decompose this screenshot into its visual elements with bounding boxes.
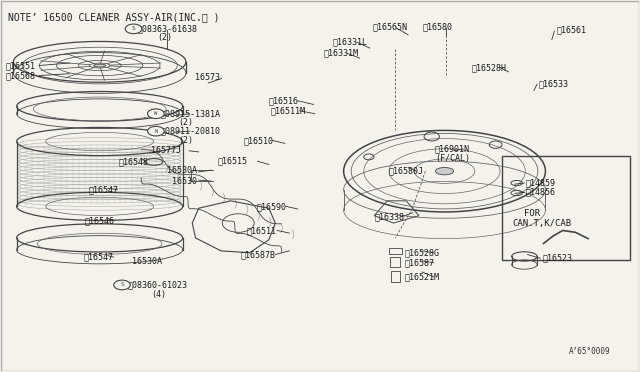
Text: ※16521M: ※16521M xyxy=(405,272,440,281)
Text: FOR: FOR xyxy=(524,209,541,218)
Ellipse shape xyxy=(93,64,106,67)
Text: CAN.T,K/CAB: CAN.T,K/CAB xyxy=(513,219,572,228)
Text: 16530A: 16530A xyxy=(167,166,196,174)
Text: ※16547: ※16547 xyxy=(84,253,114,262)
Circle shape xyxy=(114,280,131,290)
Text: (2): (2) xyxy=(157,33,172,42)
Text: 16530: 16530 xyxy=(172,177,197,186)
Text: ※16533: ※16533 xyxy=(538,80,568,89)
Text: ※16568: ※16568 xyxy=(5,72,35,81)
Text: ※16551: ※16551 xyxy=(5,61,35,70)
Text: (F/CAL): (F/CAL) xyxy=(435,154,470,163)
Text: ※16590: ※16590 xyxy=(256,202,286,211)
Bar xyxy=(391,271,400,282)
Ellipse shape xyxy=(435,167,454,175)
Text: (2): (2) xyxy=(178,119,193,128)
Text: NOTE’ 16500 CLEANER ASSY-AIR(INC.※ ): NOTE’ 16500 CLEANER ASSY-AIR(INC.※ ) xyxy=(8,12,220,22)
Text: ※16546: ※16546 xyxy=(85,216,115,225)
Text: ※14856: ※14856 xyxy=(525,188,556,197)
Text: 16573: 16573 xyxy=(195,73,220,82)
Text: ※16515: ※16515 xyxy=(218,157,248,166)
Circle shape xyxy=(148,109,164,119)
Text: ※14859: ※14859 xyxy=(525,179,556,187)
Text: ※16331L: ※16331L xyxy=(333,37,368,46)
Text: ※16523: ※16523 xyxy=(542,254,572,263)
Text: ※16338: ※16338 xyxy=(374,212,404,221)
Text: ※16331M: ※16331M xyxy=(323,49,358,58)
Text: ※16565N: ※16565N xyxy=(372,22,408,31)
Circle shape xyxy=(125,24,142,34)
Text: Ⓚ08911-20810: Ⓚ08911-20810 xyxy=(161,126,220,136)
Text: Ⓝ08363-61638: Ⓝ08363-61638 xyxy=(138,24,198,33)
Text: ※16580J: ※16580J xyxy=(389,167,424,176)
Text: S: S xyxy=(132,26,136,31)
Text: ※16511M: ※16511M xyxy=(270,106,305,115)
Text: ※16561: ※16561 xyxy=(556,26,586,35)
Text: ※16587: ※16587 xyxy=(405,258,435,267)
Text: ※16510: ※16510 xyxy=(243,136,273,145)
Text: (2): (2) xyxy=(178,136,193,145)
Circle shape xyxy=(148,126,164,136)
Text: Ⓝ08360-61023: Ⓝ08360-61023 xyxy=(127,281,187,290)
Text: ※16548: ※16548 xyxy=(119,157,149,166)
Text: W: W xyxy=(154,111,157,116)
Text: ※16587B: ※16587B xyxy=(241,250,276,259)
Text: ※16901N: ※16901N xyxy=(435,144,470,153)
Text: A’65°0009: A’65°0009 xyxy=(569,346,611,356)
Text: ※16580: ※16580 xyxy=(422,22,452,31)
Text: 16530A: 16530A xyxy=(132,257,162,266)
Text: ※16528G: ※16528G xyxy=(405,248,440,257)
Text: ※16516: ※16516 xyxy=(269,96,299,105)
Text: ※16511: ※16511 xyxy=(246,226,276,235)
Bar xyxy=(389,248,402,254)
Text: 16577J: 16577J xyxy=(152,146,181,155)
Bar xyxy=(502,156,630,260)
Text: ※16547: ※16547 xyxy=(89,185,119,194)
Text: ※16528H: ※16528H xyxy=(472,63,507,72)
Bar xyxy=(390,257,401,267)
Text: (4): (4) xyxy=(151,290,166,299)
Text: S: S xyxy=(120,282,124,288)
Text: Ⓚ08915-1381A: Ⓚ08915-1381A xyxy=(161,109,220,118)
Text: N: N xyxy=(154,129,157,134)
